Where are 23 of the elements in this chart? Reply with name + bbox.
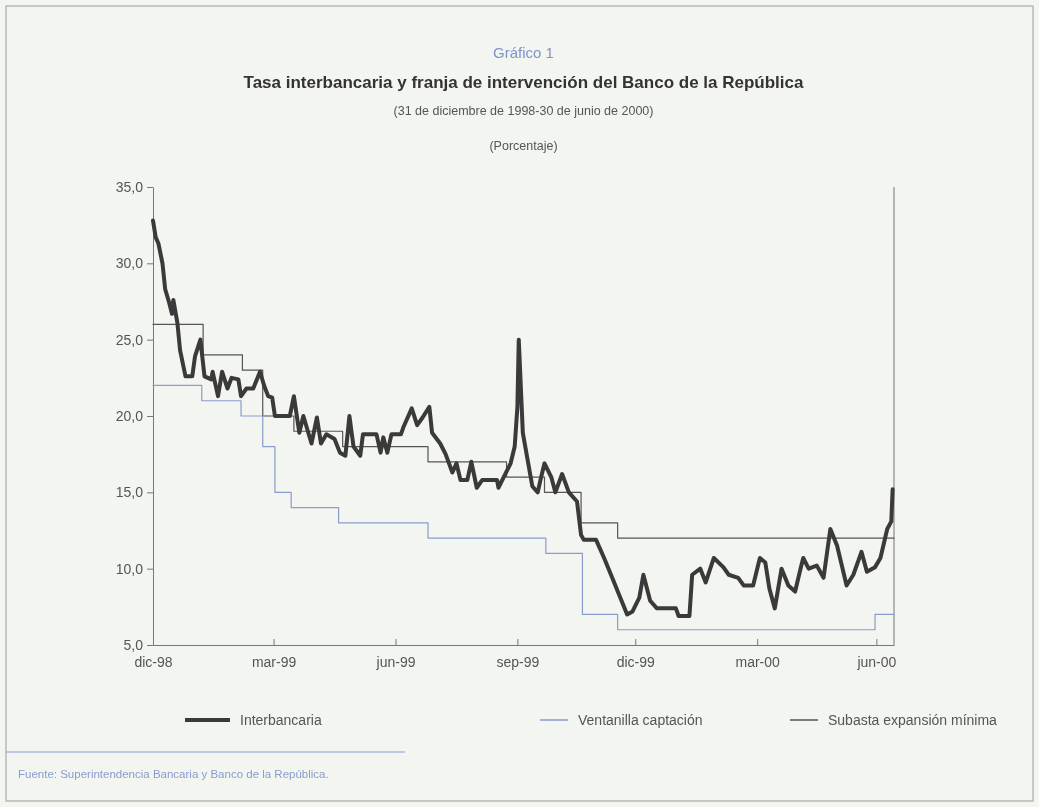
x-tick-label: mar-00 — [735, 653, 781, 670]
y-tick-label: 20,0 — [115, 407, 144, 424]
y-tick-label: 25,0 — [115, 331, 144, 348]
y-tick-label: 35,0 — [115, 178, 144, 195]
y-tick-label: 15,0 — [115, 484, 144, 501]
y-tick-label: 5,0 — [123, 636, 144, 653]
legend-label: Interbancaria — [240, 712, 322, 728]
source-note: Fuente: Superintendencia Bancaria y Banco de la República. — [18, 768, 329, 780]
chart-title: Tasa interbancaria y franja de intervención del Banco de la República — [243, 73, 805, 92]
text: Gráfico 1 — [493, 44, 554, 61]
x-tick-label: jun-00 — [856, 653, 897, 670]
legend-label: Ventanilla captación — [578, 712, 703, 728]
legend-label: Subasta expansión mínima — [828, 712, 998, 728]
y-axis-title: (Porcentaje) — [489, 139, 558, 153]
y-tick-label: 30,0 — [115, 255, 144, 272]
x-tick-label: dic-99 — [616, 653, 656, 670]
x-tick-label: sep-99 — [496, 653, 540, 670]
x-tick-label: jun-99 — [375, 653, 416, 670]
chart-subtitle: (31 de diciembre de 1998-30 de junio de 2000) — [393, 104, 654, 118]
x-tick-label: dic-98 — [134, 653, 173, 670]
y-tick-label: 10,0 — [115, 560, 144, 577]
x-tick-label: mar-99 — [251, 653, 297, 670]
line-series — [151, 218, 895, 618]
